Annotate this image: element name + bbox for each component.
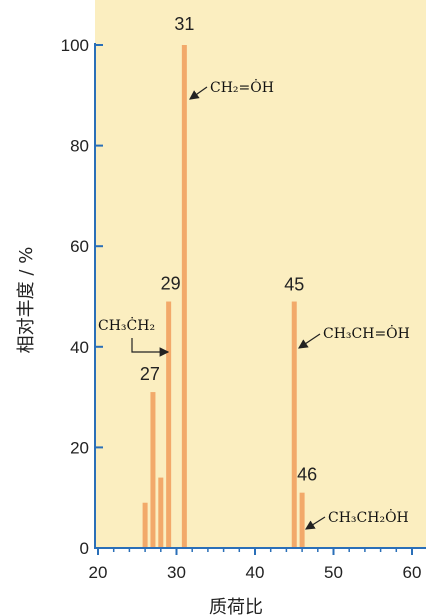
plot-background [95,0,426,548]
annotation-ch3ch-oh: CH₃CH=ȮH [323,324,410,342]
peak-label-31: 31 [174,14,194,34]
peak-label-46: 46 [297,465,317,485]
y-tick-label-60: 60 [70,237,89,256]
peak-bar-29 [166,301,172,548]
x-tick-label-50: 50 [324,563,343,582]
x-tick-label-60: 60 [403,563,422,582]
arrow-ch3ch2oh [304,516,326,530]
y-tick-label-100: 100 [61,36,89,55]
y-tick-label-80: 80 [70,137,89,156]
x-tick-label-30: 30 [167,563,186,582]
x-tick-label-20: 20 [89,563,108,582]
peak-bar-46 [299,492,305,548]
annotation-ch3ch2oh: CH₃CH₂ȮH [328,508,409,526]
arrow-ch3ch2 [131,338,170,357]
peak-bar-26 [142,502,148,548]
peak-label-45: 45 [284,275,304,295]
x-axis-title: 质荷比 [209,597,263,616]
arrow-ch3ch-oh [298,333,321,349]
peak-label-27: 27 [140,364,160,384]
peak-label-29: 29 [161,274,181,294]
peak-bar-27 [150,392,156,548]
arrow-ch2oh [189,86,208,100]
x-tick-label-40: 40 [246,563,265,582]
y-tick-label-40: 40 [70,338,89,357]
y-tick-label-20: 20 [70,438,89,457]
peak-bar-45 [291,301,297,548]
annotation-ch3ch2: CH₃ĊH₂ [98,316,155,334]
y-axis-title: 相对丰度 / % [16,247,37,354]
peak-bar-31 [181,45,187,548]
y-tick-label-0: 0 [80,539,89,558]
annotation-ch2oh: CH₂=ȮH [210,78,274,96]
peak-bar-28 [158,477,164,548]
